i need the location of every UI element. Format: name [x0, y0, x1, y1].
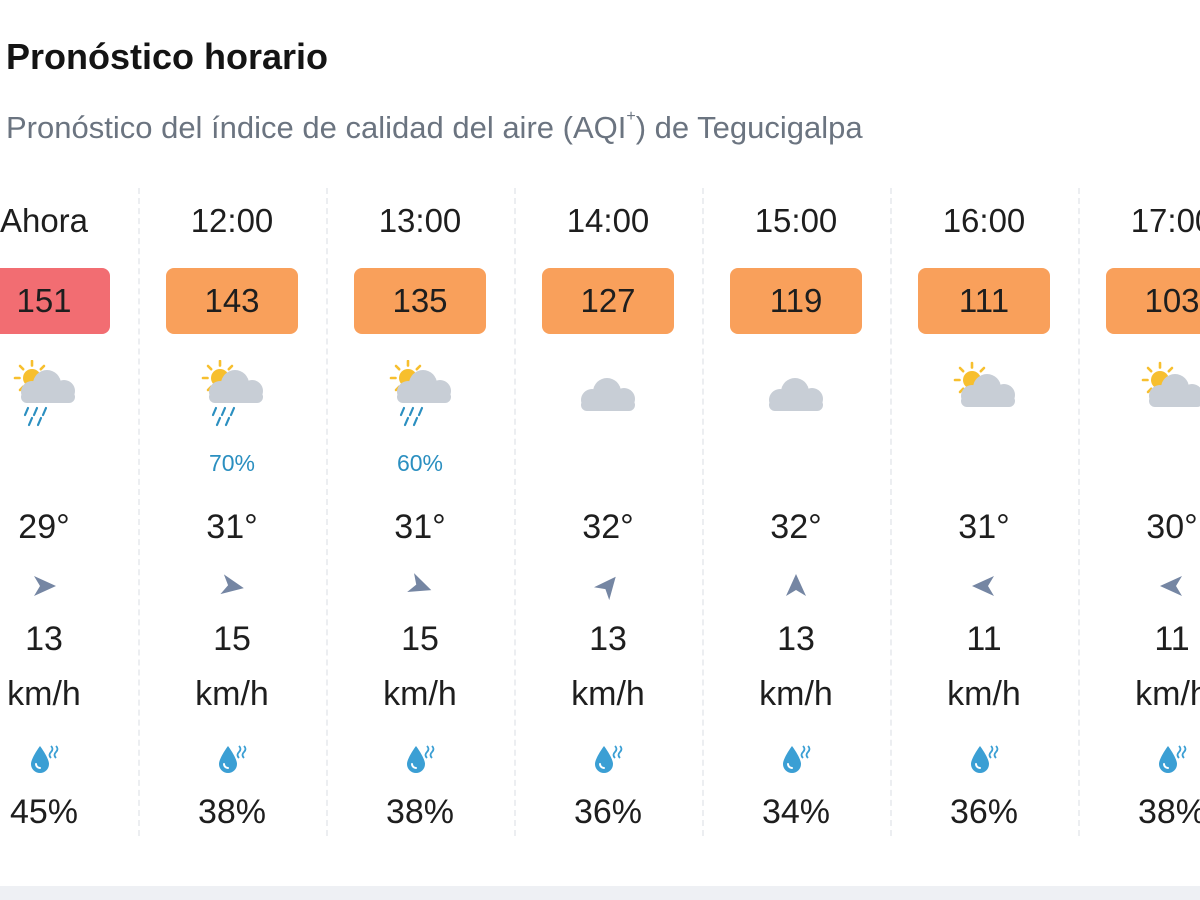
aqi-badge: 135 [354, 268, 486, 334]
temperature: 32° [770, 508, 822, 546]
humidity-value: 45% [9, 793, 79, 831]
humidity-icon [591, 740, 627, 776]
aqi-badge: 151 [0, 268, 110, 334]
hour-column[interactable]: 13:00 135 60% 31° 15 km/h 38% [326, 188, 514, 840]
column-divider [702, 188, 704, 836]
wind-speed: 13 [25, 620, 63, 658]
subtitle-suffix: ) de Tegucigalpa [635, 110, 863, 145]
wind-speed: 11 [966, 620, 1002, 658]
hour-column[interactable]: 16:00 111 31° 11 km/h 36% [890, 188, 1078, 840]
cloud-icon [760, 360, 832, 430]
humidity-icon [1155, 740, 1191, 776]
humidity-value: 38% [385, 793, 455, 831]
subtitle-superscript: + [626, 108, 636, 125]
hour-column[interactable]: 14:00 127 32° 13 km/h 36% [514, 188, 702, 840]
hourly-forecast-strip[interactable]: Ahora 151 29° 13 km/h 45% 12:00 143 70% 31° 15 k… [0, 188, 1200, 840]
column-divider [890, 188, 892, 836]
humidity-value: 38% [197, 793, 267, 831]
wind-direction-icon [218, 572, 246, 600]
sun-cloud-icon [948, 360, 1020, 430]
hour-label: 16:00 [942, 202, 1026, 239]
sun-cloud-rain-icon [384, 359, 456, 430]
aqi-badge: 111 [918, 268, 1050, 334]
hour-label: 15:00 [754, 202, 838, 239]
temperature: 31° [394, 508, 446, 546]
hour-column[interactable]: 12:00 143 70% 31° 15 km/h 38% [138, 188, 326, 840]
hour-column[interactable]: Ahora 151 29° 13 km/h 45% [0, 188, 138, 840]
subtitle-prefix: Pronóstico del índice de calidad del air… [6, 110, 627, 145]
wind-speed: 13 [589, 620, 627, 658]
cloud-icon [572, 360, 644, 430]
wind-speed: 15 [401, 620, 439, 658]
hour-label: 14:00 [566, 202, 650, 239]
aqi-badge: 143 [166, 268, 298, 334]
temperature: 32° [582, 508, 634, 546]
page-subtitle: Pronóstico del índice de calidad del air… [6, 108, 863, 146]
temperature: 31° [206, 508, 258, 546]
humidity-icon [967, 740, 1003, 776]
wind-unit: km/h [947, 675, 1021, 713]
humidity-icon [215, 740, 251, 776]
hour-column[interactable]: 15:00 119 32° 13 km/h 34% [702, 188, 890, 840]
wind-direction-icon [593, 572, 622, 601]
wind-speed: 15 [213, 620, 251, 658]
sun-cloud-rain-icon [8, 359, 80, 430]
humidity-value: 34% [761, 793, 831, 831]
aqi-badge: 103 [1106, 268, 1200, 334]
aqi-badge: 127 [542, 268, 674, 334]
wind-direction-icon [1158, 572, 1186, 600]
wind-unit: km/h [195, 675, 269, 713]
wind-speed: 11 [1154, 620, 1190, 658]
humidity-value: 36% [573, 793, 643, 831]
hour-label: 12:00 [190, 202, 274, 239]
rain-chance: 60% [396, 450, 444, 476]
column-divider [514, 188, 516, 836]
sun-cloud-rain-icon [196, 359, 268, 430]
humidity-icon [27, 740, 63, 776]
temperature: 31° [958, 508, 1010, 546]
wind-direction-icon [30, 572, 58, 600]
hour-label: Ahora [0, 202, 89, 239]
wind-direction-icon [782, 572, 810, 600]
sun-cloud-icon [1136, 360, 1200, 430]
wind-speed: 13 [777, 620, 815, 658]
footer-bar [0, 886, 1200, 900]
humidity-icon [403, 740, 439, 776]
wind-unit: km/h [759, 675, 833, 713]
humidity-icon [779, 740, 815, 776]
wind-direction-icon [406, 572, 434, 600]
column-divider [326, 188, 328, 836]
page-title: Pronóstico horario [6, 36, 329, 77]
aqi-badge: 119 [730, 268, 862, 334]
wind-unit: km/h [1135, 675, 1200, 713]
hour-label: 17:00 [1130, 202, 1200, 239]
humidity-value: 36% [949, 793, 1019, 831]
temperature: 29° [18, 508, 70, 546]
wind-unit: km/h [571, 675, 645, 713]
wind-unit: km/h [383, 675, 457, 713]
hour-label: 13:00 [378, 202, 462, 239]
column-divider [1078, 188, 1080, 836]
temperature: 30° [1146, 508, 1198, 546]
wind-direction-icon [970, 572, 998, 600]
humidity-value: 38% [1137, 793, 1200, 831]
wind-unit: km/h [7, 675, 81, 713]
rain-chance: 70% [208, 450, 256, 476]
column-divider [138, 188, 140, 836]
hour-column[interactable]: 17:00 103 30° 11 km/h 38% [1078, 188, 1200, 840]
